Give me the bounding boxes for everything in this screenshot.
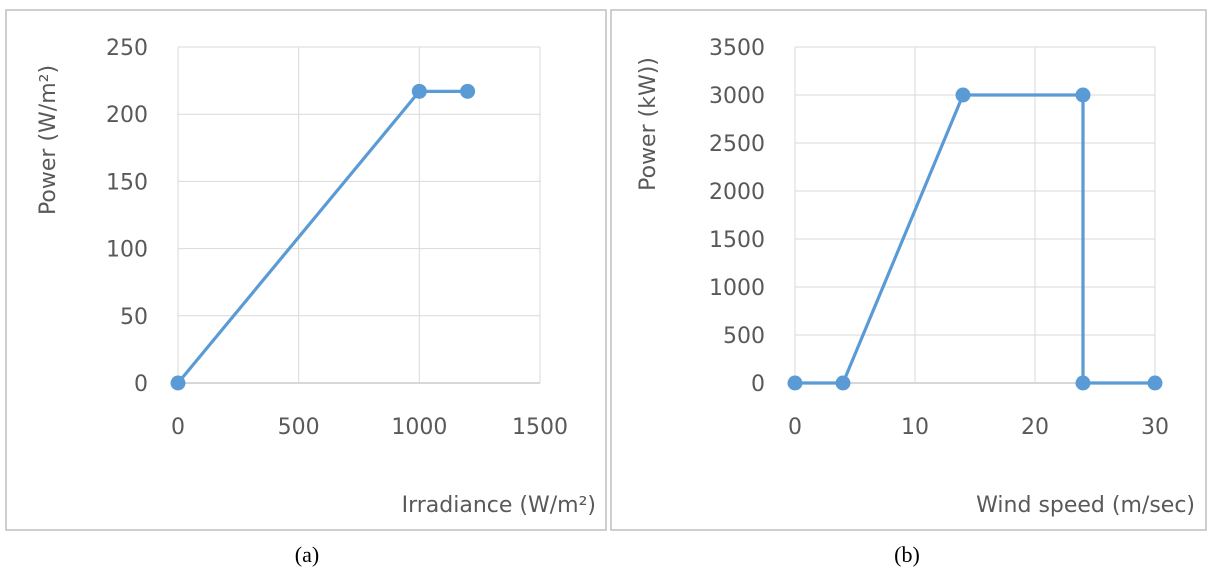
chart-b-data-point bbox=[1075, 87, 1091, 103]
chart-a-xtick-label: 0 bbox=[171, 415, 185, 440]
chart-a-ytick-label: 200 bbox=[106, 103, 148, 128]
panel-b-caption: (b) bbox=[894, 542, 920, 567]
chart-b-ytick-label: 3000 bbox=[709, 84, 765, 109]
chart-a-xtick-label: 500 bbox=[278, 415, 320, 440]
chart-panel-b: 0 500 1000 1500 2000 2500 3000 3500 0 10 20 30 Powe… bbox=[610, 9, 1207, 531]
chart-panel-a: 0 50 100 150 200 250 0 500 1000 1500 Power (W/m²)… bbox=[5, 9, 607, 531]
chart-a-ylabel: Power (W/m²) bbox=[36, 65, 61, 215]
chart-b-ytick-label: 500 bbox=[723, 324, 765, 349]
chart-a-ytick-label: 0 bbox=[134, 372, 148, 397]
chart-b-ylabel: Power (kW)) bbox=[636, 57, 661, 191]
chart-b-xtick-label: 30 bbox=[1141, 415, 1169, 440]
chart-a-ytick-label: 50 bbox=[120, 305, 148, 330]
chart-a-series-line bbox=[176, 89, 468, 385]
chart-a-frame bbox=[5, 9, 607, 531]
chart-b-grid bbox=[794, 46, 1156, 384]
chart-a-grid bbox=[177, 46, 541, 384]
chart-b-xtick-label: 0 bbox=[788, 415, 802, 440]
chart-b-data-point bbox=[787, 375, 803, 391]
chart-a-tick-labels: 0 50 100 150 200 250 0 500 1000 1500 bbox=[106, 36, 568, 440]
chart-a-data-point bbox=[460, 83, 476, 99]
chart-b-ytick-label: 1500 bbox=[709, 228, 765, 253]
chart-b-ytick-label: 1000 bbox=[709, 276, 765, 301]
chart-a-xtick-label: 1000 bbox=[391, 415, 447, 440]
chart-b-series-line bbox=[795, 93, 1155, 385]
chart-a-series bbox=[170, 83, 476, 391]
chart-a-data-point bbox=[411, 83, 427, 99]
chart-b-tick-labels: 0 500 1000 1500 2000 2500 3000 3500 0 10 20 30 bbox=[709, 36, 1169, 440]
chart-b-xtick-label: 10 bbox=[901, 415, 929, 440]
chart-b-data-point bbox=[835, 375, 851, 391]
chart-b-data-point bbox=[1147, 375, 1163, 391]
chart-a-ytick-label: 250 bbox=[106, 36, 148, 61]
chart-b-data-point bbox=[1075, 375, 1091, 391]
chart-b-ytick-label: 2000 bbox=[709, 180, 765, 205]
panel-a-caption: (a) bbox=[295, 542, 319, 567]
chart-a-ytick-label: 100 bbox=[106, 238, 148, 263]
chart-b-ytick-label: 3500 bbox=[709, 36, 765, 61]
chart-b-ytick-label: 0 bbox=[751, 372, 765, 397]
chart-b-data-point bbox=[955, 87, 971, 103]
chart-a-xtick-label: 1500 bbox=[512, 415, 568, 440]
chart-b-frame bbox=[610, 9, 1207, 531]
chart-a-xlabel: Irradiance (W/m²) bbox=[402, 493, 596, 518]
chart-a-data-point bbox=[170, 375, 186, 391]
chart-b-ytick-label: 2500 bbox=[709, 132, 765, 157]
chart-b-xtick-label: 20 bbox=[1021, 415, 1049, 440]
chart-a-ytick-label: 150 bbox=[106, 170, 148, 195]
chart-b-xlabel: Wind speed (m/sec) bbox=[976, 493, 1195, 518]
chart-b-series bbox=[787, 87, 1163, 391]
